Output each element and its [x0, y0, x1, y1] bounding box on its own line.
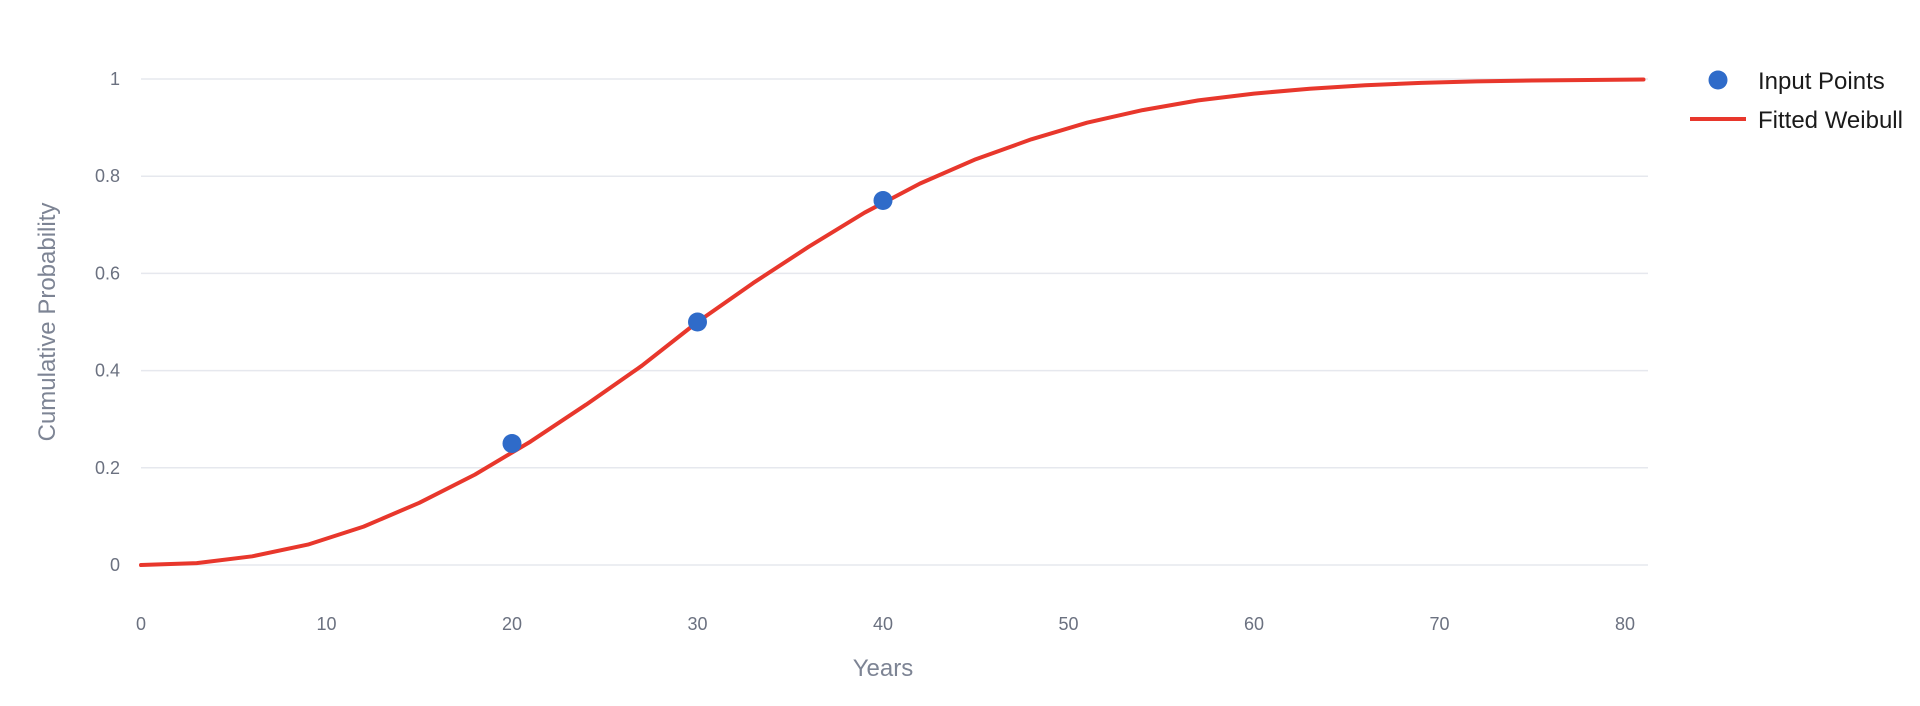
legend-label-input-points: Input Points: [1758, 68, 1885, 95]
plot-area: [139, 77, 1646, 567]
y-tick-label: 0.2: [95, 458, 120, 478]
x-tick-label: 40: [873, 614, 893, 634]
x-tick-label: 60: [1244, 614, 1264, 634]
y-tick-label: 0.8: [95, 166, 120, 186]
grid-lines: [141, 78, 1648, 566]
y-tick-label: 1: [110, 69, 120, 89]
y-axis-title: Cumulative Probability: [34, 203, 61, 442]
x-axis-ticks: 0 10 20 30 40 50 60 70 80: [136, 614, 1635, 634]
data-point-input[interactable]: [688, 312, 707, 332]
y-tick-label: 0: [110, 555, 120, 575]
x-tick-label: 0: [136, 614, 146, 634]
data-point-input[interactable]: [873, 191, 893, 210]
data-point-input[interactable]: [502, 434, 522, 453]
x-tick-label: 30: [687, 614, 707, 634]
y-axis-ticks: 0 0.2 0.4 0.6 0.8 1: [95, 69, 120, 575]
y-tick-label: 0.4: [95, 361, 120, 381]
legend-marker-dot: [1708, 70, 1728, 90]
x-axis-title: Years: [853, 655, 914, 682]
x-tick-label: 10: [316, 614, 336, 634]
x-tick-label: 50: [1058, 614, 1078, 634]
legend-item-input-points[interactable]: Input Points: [1708, 68, 1885, 95]
x-tick-label: 20: [502, 614, 522, 634]
legend-item-fitted-weibull[interactable]: Fitted Weibull: [1690, 107, 1903, 134]
y-tick-label: 0.6: [95, 263, 120, 283]
x-tick-label: 70: [1429, 614, 1449, 634]
legend-label-fitted-weibull: Fitted Weibull: [1758, 107, 1903, 134]
series-line-fitted-weibull[interactable]: [139, 77, 1646, 567]
x-tick-label: 80: [1615, 614, 1635, 634]
legend[interactable]: Input Points Fitted Weibull: [1690, 68, 1903, 134]
